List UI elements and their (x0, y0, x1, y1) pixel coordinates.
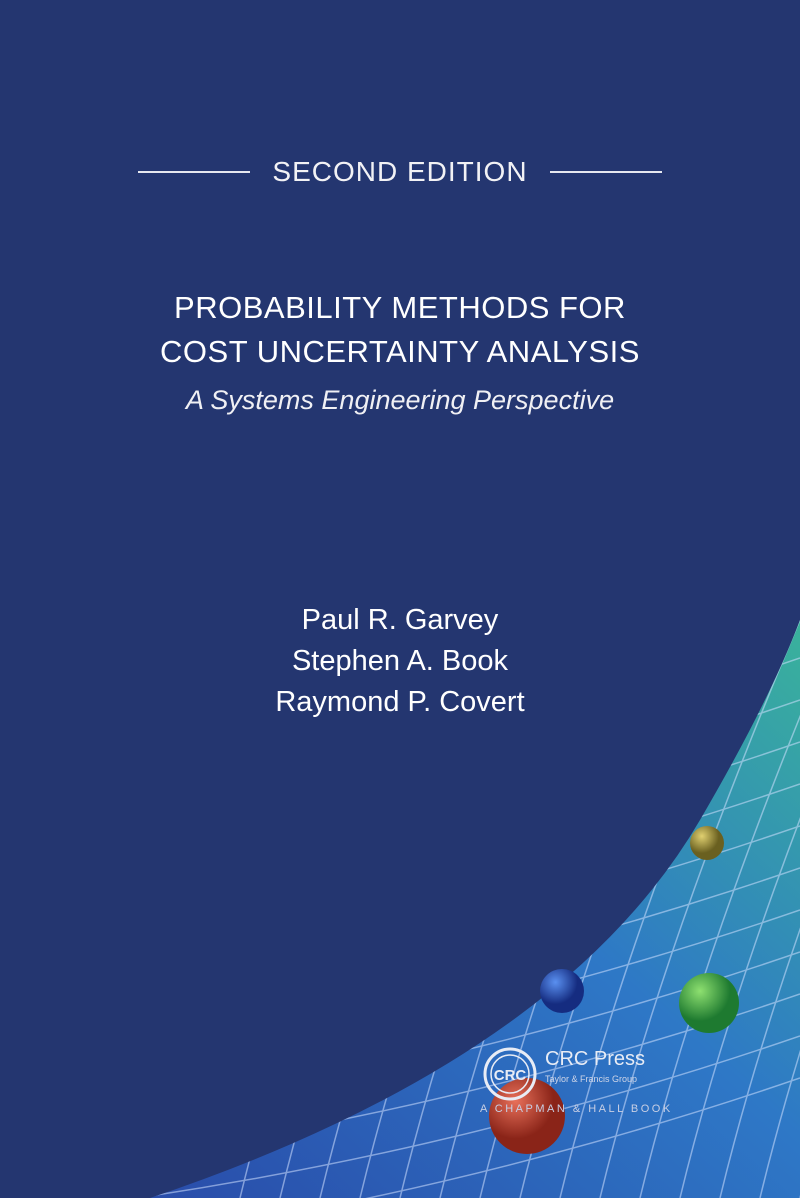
olive-sphere (690, 826, 724, 860)
edition-banner: SECOND EDITION (0, 156, 800, 188)
red-sphere (489, 1078, 565, 1154)
book-subtitle: A Systems Engineering Perspective (185, 385, 615, 415)
crc-logo-icon: CRC (483, 1047, 537, 1101)
author: Paul R. Garvey (301, 604, 499, 636)
publisher-name: CRC Press (545, 1048, 646, 1070)
title-line: COST UNCERTAINTY ANALYSIS (160, 334, 640, 369)
divider (549, 171, 662, 173)
blue-sphere (540, 969, 584, 1013)
mesh-line (150, 1035, 800, 1197)
author: Stephen A. Book (291, 645, 509, 677)
title-line: PROBABILITY METHODS FOR (174, 290, 626, 325)
divider (138, 171, 251, 173)
green-sphere (679, 973, 739, 1033)
mesh-line (679, 620, 800, 1198)
publisher-imprint: A CHAPMAN & HALL BOOK (480, 1103, 673, 1115)
mesh-line (759, 620, 800, 1198)
edition-label: SECOND EDITION (272, 156, 528, 187)
author: Raymond P. Covert (275, 686, 525, 718)
svg-text:CRC: CRC (494, 1067, 527, 1084)
publisher-tagline: Taylor & Francis Group (545, 1074, 638, 1084)
author-list: Paul R. Garvey Stephen A. Book Raymond P… (0, 600, 800, 723)
mesh-line (639, 620, 800, 1198)
mesh-line (150, 1077, 800, 1198)
mesh-line (599, 620, 800, 1198)
book-title: PROBABILITY METHODS FOR COST UNCERTAINTY… (0, 286, 800, 374)
mesh-line (719, 620, 800, 1198)
